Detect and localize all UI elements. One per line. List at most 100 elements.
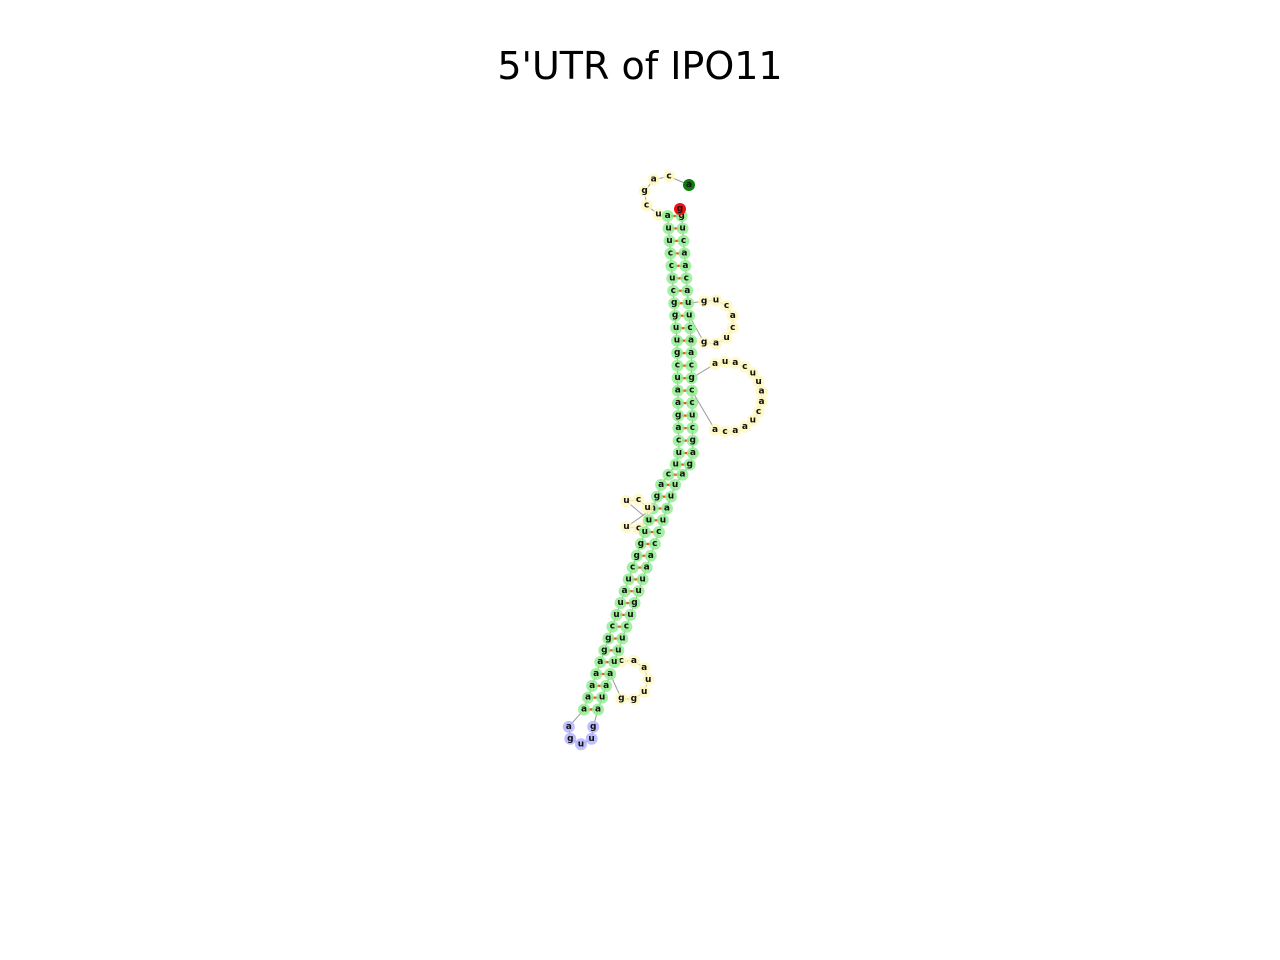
nucleotide: a [681,284,694,297]
nucleotide-label: u [668,492,674,502]
nucleotide-circle [630,549,643,562]
nucleotide-circle [682,297,695,310]
nucleotide-label: u [750,415,756,425]
nucleotide-label: a [690,448,696,458]
nucleotide: u [642,514,655,527]
nucleotide-label: g [672,311,678,321]
nucleotide-label: c [689,398,694,408]
nucleotide: u [670,322,683,335]
nucleotide: a [738,420,751,433]
nucleotide-label: c [666,171,671,181]
nucleotide: a [600,679,613,692]
nucleotide-circle [670,322,683,335]
nucleotide-circle [564,732,577,745]
nucleotide-label: u [641,687,647,697]
nucleotide-label: u [627,610,633,620]
nucleotide-circle [669,458,682,471]
nucleotide: c [720,299,733,312]
nucleotide: g [638,185,651,198]
nucleotide: u [665,490,678,503]
nucleotide-label: u [755,377,761,387]
nucleotide: u [671,334,684,347]
nucleotide-circle [709,294,722,307]
nucleotide-label: a [679,470,685,480]
nucleotide-label: c [690,423,695,433]
nucleotide-label: u [644,503,650,513]
nucleotide-label: u [615,645,621,655]
nucleotide: u [624,608,637,621]
nucleotide-circle [655,478,668,491]
nucleotide-label: a [664,503,670,513]
nucleotide-circle [665,490,678,503]
nucleotide-circle [685,384,698,397]
nucleotide-label: a [566,722,572,732]
nucleotide-label: g [638,539,644,549]
nucleotide: u [746,367,759,380]
nucleotide-label: a [595,704,601,714]
nucleotide: a [676,468,689,481]
nucleotide: a [578,703,591,716]
nucleotide: a [729,356,742,369]
nucleotide-circle [679,259,692,272]
nucleotide-circle [628,597,641,610]
nucleotide: c [752,405,765,418]
nucleotide: u [663,234,676,247]
nucleotide-label: a [730,311,736,321]
nucleotide-label: a [622,586,628,596]
nucleotide-label: u [645,675,651,685]
nucleotide-circle [582,691,595,704]
nucleotide-circle [686,409,699,422]
nucleotide-circle [755,385,768,398]
nucleotide-circle [663,170,676,183]
nucleotide: u [585,732,598,745]
nucleotide-label: g [641,186,647,196]
nucleotide: c [686,422,699,435]
nucleotide-label: g [590,722,596,732]
nucleotide-circle [678,247,691,260]
start-nucleotide: a [683,179,695,191]
nucleotide-circle [662,468,675,481]
nucleotide-circle [664,247,677,260]
nucleotide-circle [671,334,684,347]
nucleotide-circle [626,561,639,574]
nucleotide: u [636,573,649,586]
nucleotide-circle [666,272,679,285]
nucleotide-circle [683,309,696,322]
nucleotide-label: a [732,358,738,368]
nucleotide: c [685,359,698,372]
nucleotide-label: g [631,694,637,704]
nucleotide-label: c [669,261,674,271]
nucleotide-label: a [712,359,718,369]
nucleotide-circle [615,692,628,705]
nucleotide-label: c [756,407,761,417]
nucleotide-circle [669,478,682,491]
nucleotide-label: u [685,298,691,308]
nucleotide-label: a [648,551,654,561]
nucleotide: u [752,375,765,388]
nucleotide: g [598,644,611,657]
nucleotide-label: c [681,236,686,246]
nucleotide-label: g [688,373,694,383]
nucleotide: g [672,409,685,422]
nucleotide: c [726,321,739,334]
nucleotide: a [678,247,691,260]
nucleotide-circle [608,656,621,669]
nucleotide: u [656,514,669,527]
nucleotide-label: u [679,223,685,233]
nucleotide-label: a [759,387,765,397]
nucleotide-label: a [581,704,587,714]
nucleotide-label: u [660,515,666,525]
nucleotide-circle [755,396,768,409]
nucleotide-label: g [671,298,677,308]
nucleotide-circle [627,654,640,667]
nucleotide: u [614,597,627,610]
nucleotide-label: g [618,694,624,704]
nucleotide: u [662,222,675,235]
nucleotide: u [612,644,625,657]
nucleotide-label: a [675,386,681,396]
nucleotide-label: c [676,436,681,446]
nucleotide: c [686,397,699,410]
nucleotide: c [671,359,684,372]
nucleotide-circle [663,234,676,247]
nucleotide-label: a [686,180,692,190]
